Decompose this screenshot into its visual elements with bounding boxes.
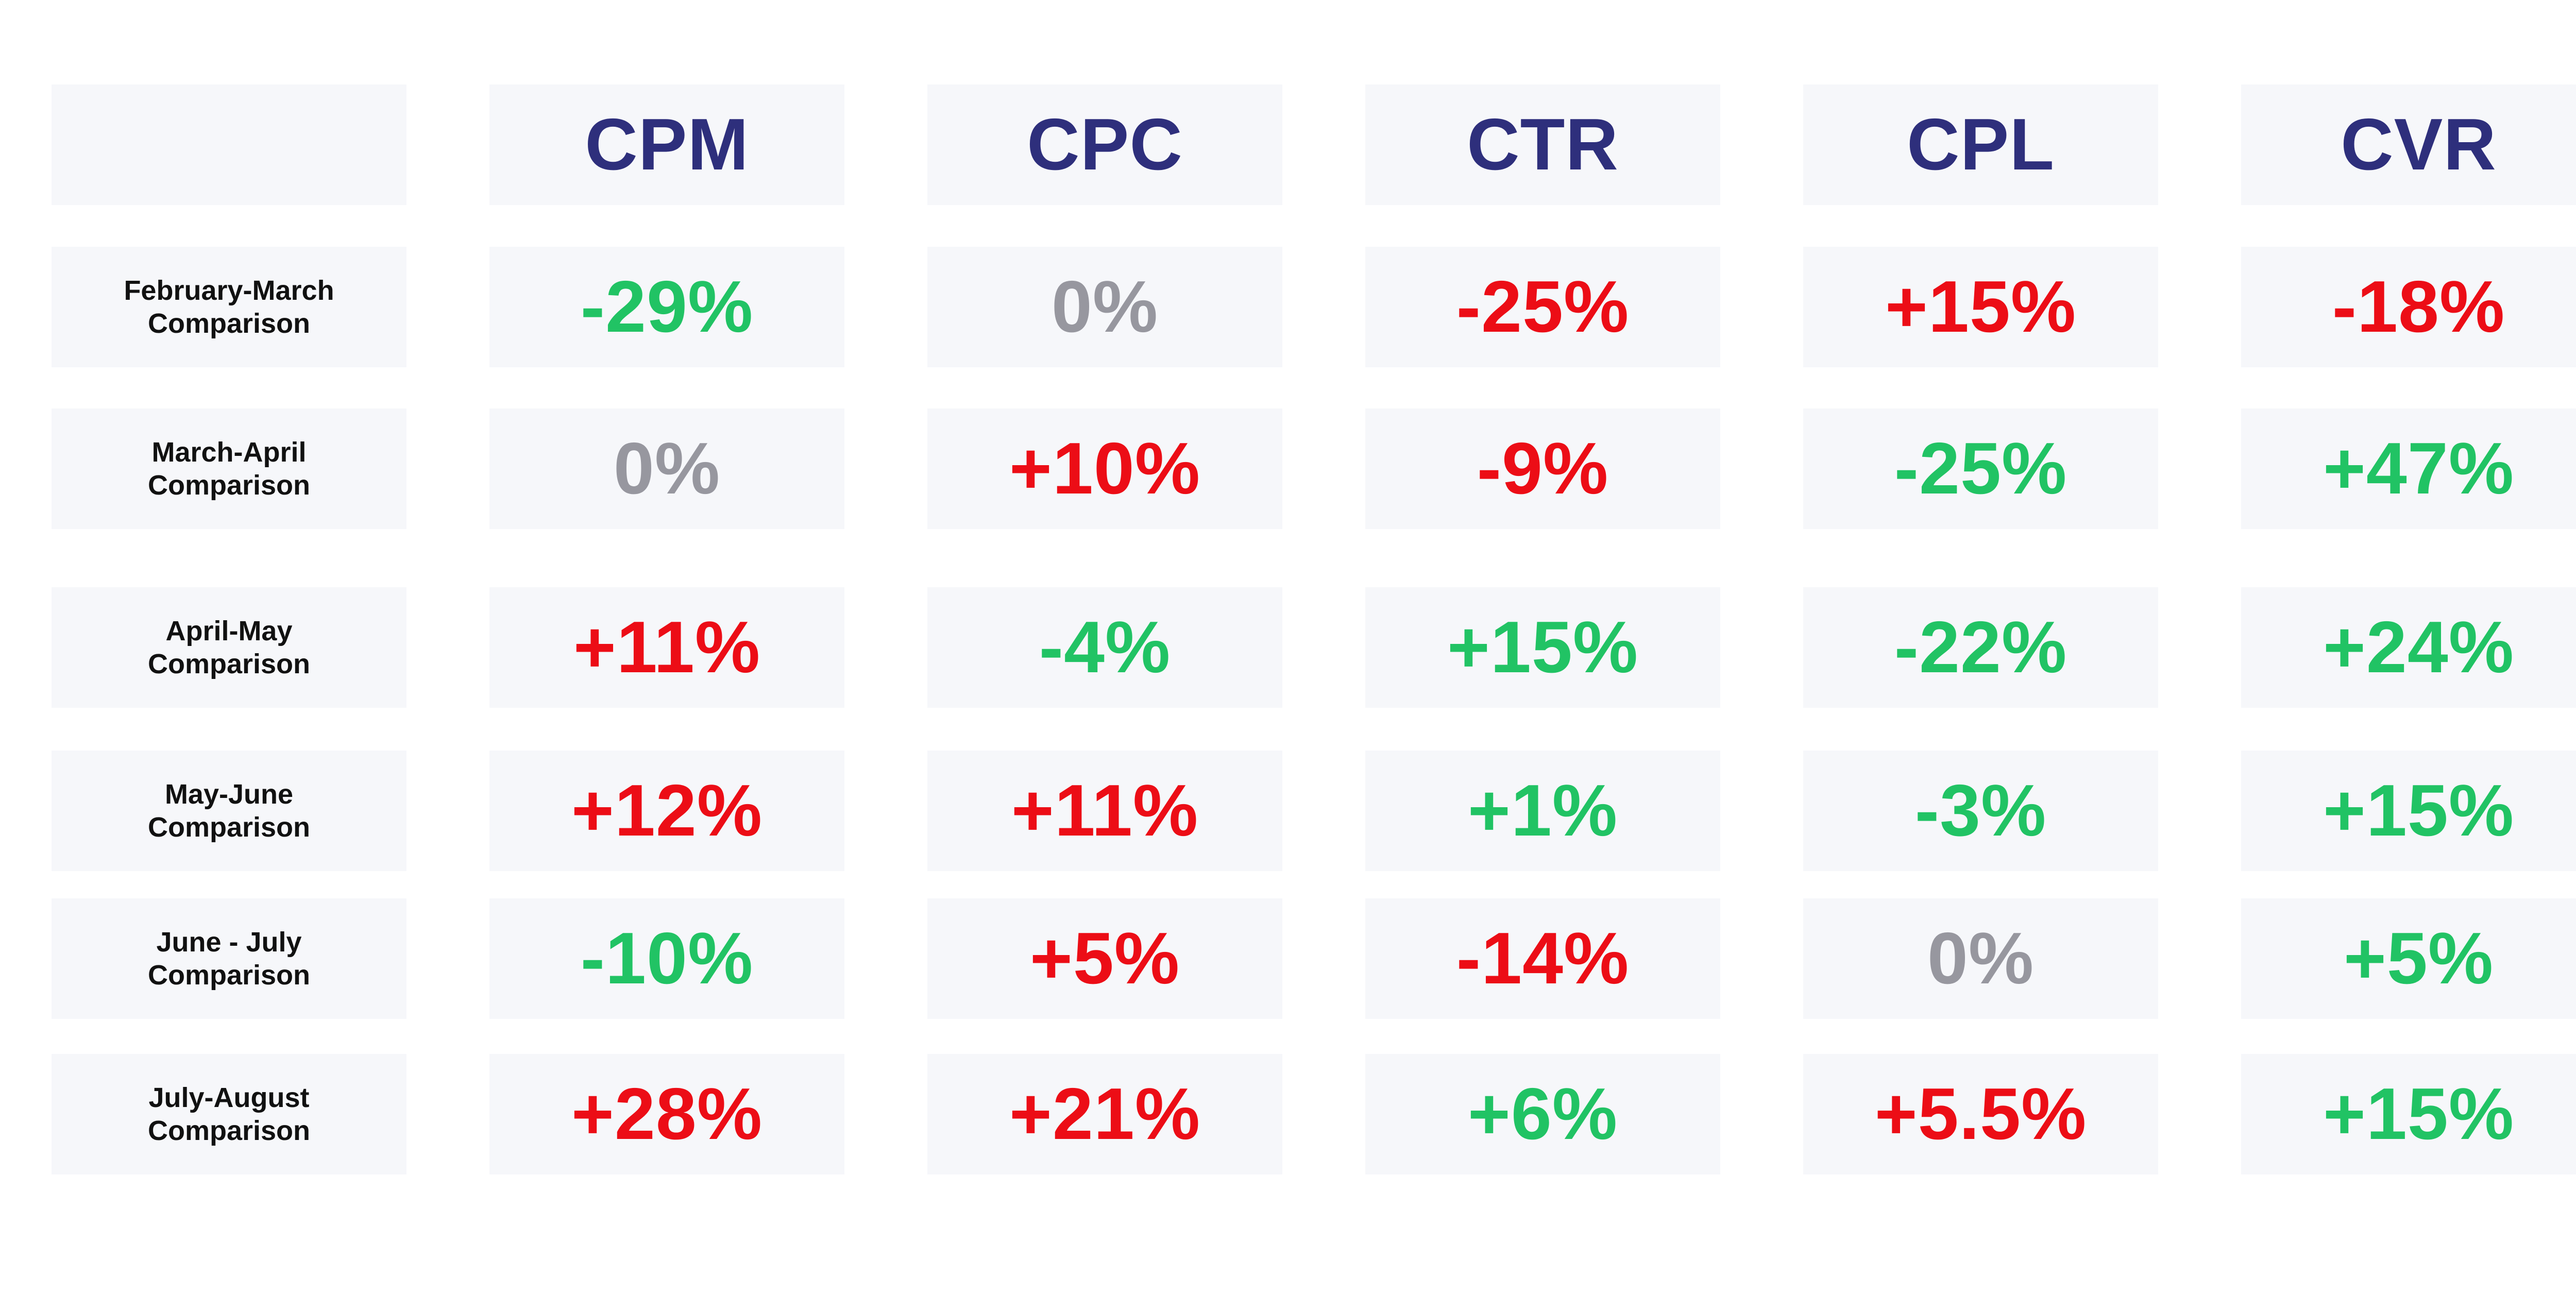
value-label: 0% bbox=[1051, 266, 1159, 348]
value-cell: +15% bbox=[1365, 587, 1720, 708]
value-cell: +6% bbox=[1365, 1054, 1720, 1174]
header-cell: CPL bbox=[1803, 84, 2158, 205]
value-label: +1% bbox=[1467, 770, 1618, 852]
value-label: +11% bbox=[1011, 770, 1199, 852]
value-cell: -4% bbox=[927, 587, 1282, 708]
value-cell: +5% bbox=[2241, 898, 2576, 1019]
value-cell: -14% bbox=[1365, 898, 1720, 1019]
row-label-cell: May-June Comparison bbox=[52, 751, 406, 871]
value-label: +28% bbox=[571, 1073, 763, 1155]
value-label: -25% bbox=[1894, 428, 2067, 509]
value-label: +10% bbox=[1009, 428, 1201, 509]
value-label: -10% bbox=[580, 917, 754, 999]
header-cell: CVR bbox=[2241, 84, 2576, 205]
value-label: +15% bbox=[2323, 770, 2515, 852]
value-label: +5% bbox=[2343, 917, 2494, 999]
value-cell: -9% bbox=[1365, 408, 1720, 529]
value-cell: -10% bbox=[489, 898, 844, 1019]
value-label: +24% bbox=[2323, 606, 2515, 688]
column-header-ctr: CTR bbox=[1467, 104, 1619, 185]
value-cell: 0% bbox=[1803, 898, 2158, 1019]
value-cell: +28% bbox=[489, 1054, 844, 1174]
value-label: 0% bbox=[1927, 917, 2035, 999]
value-label: 0% bbox=[613, 428, 721, 509]
column-header-cpm: CPM bbox=[585, 104, 749, 185]
value-label: -18% bbox=[2332, 266, 2505, 348]
column-header-cvr: CVR bbox=[2341, 104, 2497, 185]
row-label: July-August Comparison bbox=[147, 1082, 311, 1146]
value-label: -9% bbox=[1477, 428, 1609, 509]
value-label: +5.5% bbox=[1874, 1073, 2087, 1155]
value-label: -4% bbox=[1039, 606, 1171, 688]
value-cell: +21% bbox=[927, 1054, 1282, 1174]
value-label: +47% bbox=[2323, 428, 2515, 509]
value-label: +5% bbox=[1029, 917, 1180, 999]
value-cell: +5% bbox=[927, 898, 1282, 1019]
value-cell: +47% bbox=[2241, 408, 2576, 529]
row-label-cell: February-March Comparison bbox=[52, 247, 406, 367]
value-label: -22% bbox=[1894, 606, 2067, 688]
row-label: March-April Comparison bbox=[147, 437, 311, 501]
value-label: +15% bbox=[1885, 266, 2077, 348]
row-label-cell: July-August Comparison bbox=[52, 1054, 406, 1174]
value-cell: +1% bbox=[1365, 751, 1720, 871]
value-label: +15% bbox=[1447, 606, 1639, 688]
row-label-cell: April-May Comparison bbox=[52, 587, 406, 708]
column-header-cpc: CPC bbox=[1027, 104, 1183, 185]
column-header-cpl: CPL bbox=[1907, 104, 2055, 185]
row-label-cell: March-April Comparison bbox=[52, 408, 406, 529]
value-label: +21% bbox=[1009, 1073, 1201, 1155]
row-label-cell: June - July Comparison bbox=[52, 898, 406, 1019]
value-cell: +15% bbox=[2241, 751, 2576, 871]
header-cell: CTR bbox=[1365, 84, 1720, 205]
value-cell: -3% bbox=[1803, 751, 2158, 871]
row-label: February-March Comparison bbox=[124, 275, 334, 339]
value-cell: -29% bbox=[489, 247, 844, 367]
header-cell: CPM bbox=[489, 84, 844, 205]
header-cell: CPC bbox=[927, 84, 1282, 205]
value-cell: +5.5% bbox=[1803, 1054, 2158, 1174]
value-label: +11% bbox=[573, 606, 761, 688]
value-label: -3% bbox=[1914, 770, 2047, 852]
value-cell: 0% bbox=[927, 247, 1282, 367]
row-label: May-June Comparison bbox=[147, 779, 311, 843]
value-cell: +10% bbox=[927, 408, 1282, 529]
value-cell: -22% bbox=[1803, 587, 2158, 708]
value-label: -25% bbox=[1456, 266, 1630, 348]
value-cell: -18% bbox=[2241, 247, 2576, 367]
value-label: -29% bbox=[580, 266, 754, 348]
value-label: -14% bbox=[1456, 917, 1630, 999]
value-cell: +12% bbox=[489, 751, 844, 871]
value-cell: +11% bbox=[927, 751, 1282, 871]
value-label: +6% bbox=[1467, 1073, 1618, 1155]
row-label: April-May Comparison bbox=[147, 616, 311, 679]
value-cell: +24% bbox=[2241, 587, 2576, 708]
value-label: +15% bbox=[2323, 1073, 2515, 1155]
value-cell: 0% bbox=[489, 408, 844, 529]
value-cell: -25% bbox=[1803, 408, 2158, 529]
value-cell: -25% bbox=[1365, 247, 1720, 367]
value-cell: +15% bbox=[2241, 1054, 2576, 1174]
corner-cell bbox=[52, 84, 406, 205]
value-cell: +15% bbox=[1803, 247, 2158, 367]
value-cell: +11% bbox=[489, 587, 844, 708]
value-label: +12% bbox=[571, 770, 763, 852]
row-label: June - July Comparison bbox=[147, 927, 311, 991]
